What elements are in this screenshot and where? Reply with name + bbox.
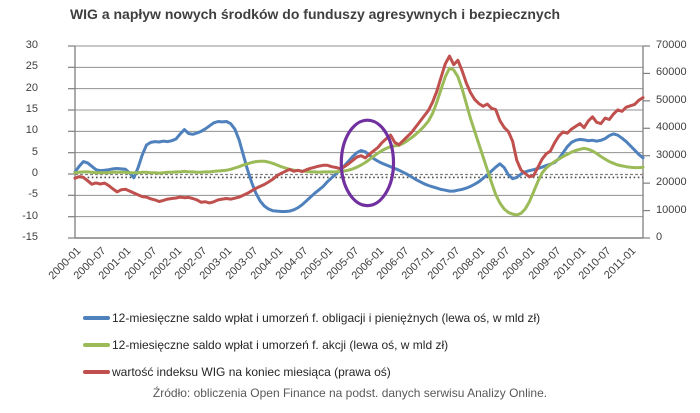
y-axis-label-left: 5 xyxy=(31,145,38,158)
axes xyxy=(68,45,650,239)
legend-label-equity: 12-miesięczne saldo wpłat i umorzeń f. a… xyxy=(112,337,449,352)
series-line-wig xyxy=(73,54,645,205)
legend-swatch-wig xyxy=(83,369,110,374)
legend-row-bonds: 12-miesięczne saldo wpłat i umorzeń f. o… xyxy=(83,304,540,331)
y-axis-label-left: -15 xyxy=(22,231,38,243)
y-axis-label-left: 30 xyxy=(25,39,38,51)
legend-swatch-equity xyxy=(83,342,110,347)
legend-row-equity: 12-miesięczne saldo wpłat i umorzeń f. a… xyxy=(83,331,540,358)
y-axis-label-left: 20 xyxy=(25,81,38,94)
y-axis-label-left: 10 xyxy=(25,124,38,137)
y-axis-label-right: 20000 xyxy=(656,176,687,189)
y-axis-label-right: 70000 xyxy=(656,39,687,51)
legend-label-wig: wartość indeksu WIG na koniec miesiąca (… xyxy=(112,364,391,379)
annotation-ellipse xyxy=(339,118,396,208)
legend-label-bonds: 12-miesięczne saldo wpłat i umorzeń f. o… xyxy=(112,310,541,325)
y-axis-label-left: 15 xyxy=(25,103,38,115)
zero-dotted-line xyxy=(75,173,643,179)
y-axis-label-left: -5 xyxy=(28,188,38,201)
y-axis-label-right: 30000 xyxy=(656,148,687,161)
y-axis-label-right: 0 xyxy=(656,231,663,243)
series-line-equity xyxy=(73,66,645,217)
legend: 12-miesięczne saldo wpłat i umorzeń f. o… xyxy=(83,304,540,385)
y-axis-label-left: -10 xyxy=(22,209,38,222)
y-axis-label-left: 25 xyxy=(25,60,38,73)
y-axis-label-left: 0 xyxy=(31,167,38,179)
y-axis-label-right: 40000 xyxy=(656,121,687,134)
y-axis-label-right: 60000 xyxy=(656,66,687,79)
chart-title: WIG a napływ nowych środków do funduszy … xyxy=(69,6,561,22)
legend-swatch-bonds xyxy=(83,315,110,320)
legend-row-wig: wartość indeksu WIG na koniec miesiąca (… xyxy=(83,358,540,385)
source-note: Źródło: obliczenia Open Finance na podst… xyxy=(152,386,548,400)
y-axis-label-right: 10000 xyxy=(656,203,687,216)
y-axis-label-right: 50000 xyxy=(656,93,687,106)
